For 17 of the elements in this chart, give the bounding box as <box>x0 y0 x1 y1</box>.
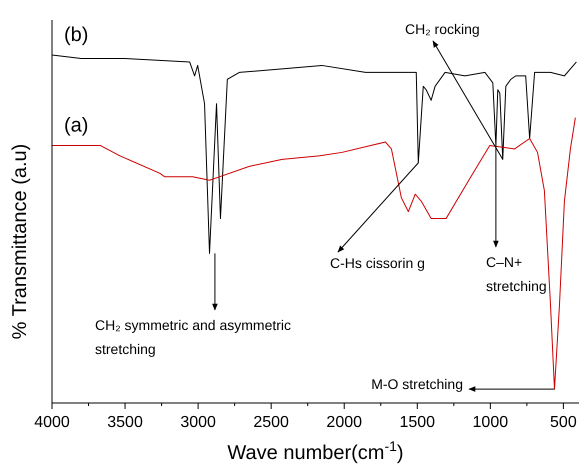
x-tick-label: 500 <box>550 414 577 431</box>
x-tick-label: 4000 <box>34 414 70 431</box>
x-tick-label: 1000 <box>472 414 508 431</box>
x-tick-label: 1500 <box>399 414 436 431</box>
x-tick-label: 2000 <box>326 414 362 431</box>
annotation: C-Hs cissorin g <box>330 255 425 271</box>
series-label: (a) <box>64 114 88 136</box>
series-label: (b) <box>64 24 88 46</box>
x-tick-label: 3000 <box>180 414 216 431</box>
annotation: M-O stretching <box>371 376 463 392</box>
x-tick-label: 2500 <box>253 414 290 431</box>
annotation: C–N+ stretching <box>486 254 547 294</box>
x-axis-title: Wave number(cm$^{-1}$) <box>227 438 404 464</box>
x-tick-label: 3500 <box>107 414 143 431</box>
annotation: CH₂ symmetric and asymmetric stretching <box>95 317 292 357</box>
annotation: CH₂ rocking <box>405 21 480 37</box>
y-axis-title: % Transmittance (a.u) <box>9 144 31 340</box>
